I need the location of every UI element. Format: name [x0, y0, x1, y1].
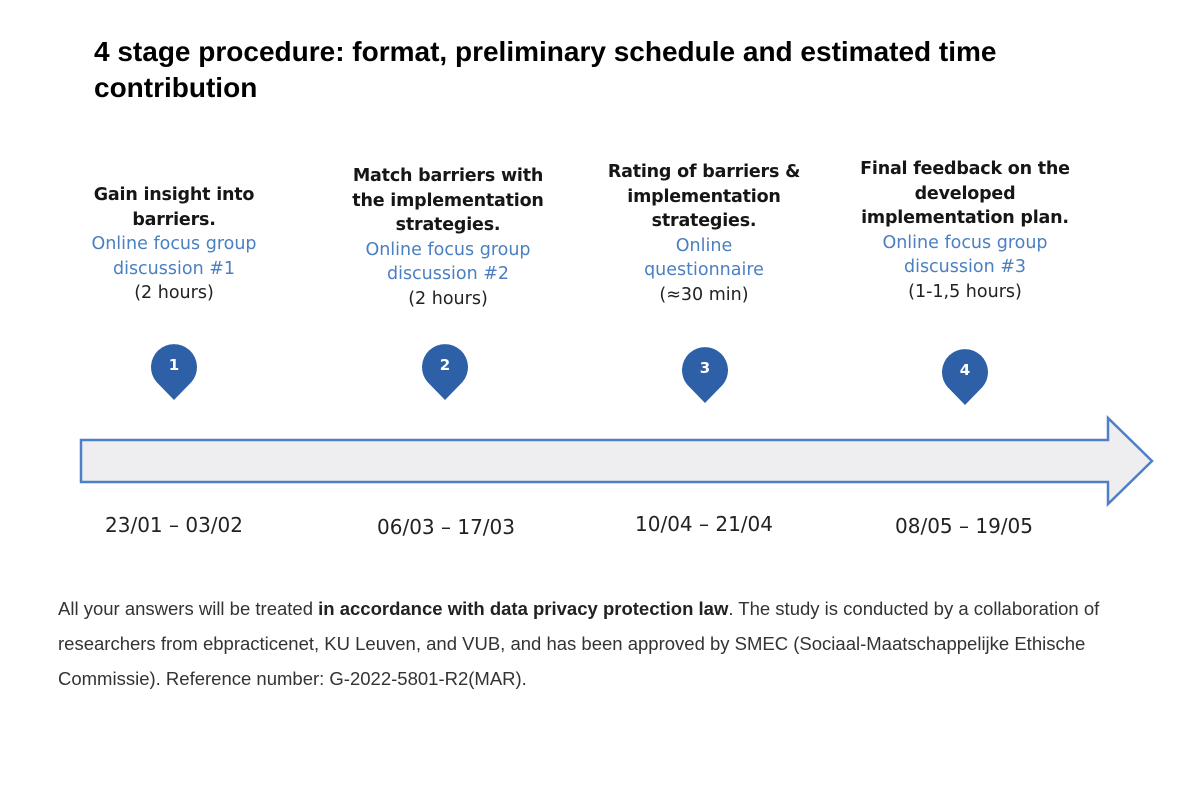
stage-2-method-line-1: Online focus group	[365, 239, 531, 260]
stage-2-method-line-2: discussion #2	[386, 264, 510, 284]
map-pin-icon	[151, 344, 197, 400]
stage-4-title-line-2: developed	[914, 183, 1016, 204]
stage-3-method-line-1: Online	[675, 235, 733, 256]
stage-3-dates: 10/04 – 21/04	[635, 512, 773, 536]
map-pin-icon	[422, 344, 468, 400]
stage-4-method-line-1: Online focus group	[882, 232, 1048, 253]
page-title: 4 stage procedure: format, preliminary s…	[94, 36, 997, 103]
stage-4-method-line-2: discussion #3	[903, 257, 1027, 277]
map-pin-icon	[942, 349, 988, 405]
stage-1-description: Gain insight into barriers. Online focus…	[74, 183, 274, 306]
stage-3-duration: (≈30 min)	[659, 284, 749, 305]
stage-3-method-line-2: questionnaire	[644, 260, 764, 280]
stage-4-marker: 4	[942, 348, 988, 406]
stage-1-method-line-1: Online focus group	[91, 234, 257, 254]
privacy-note-details: . The study is conducted by a collaborat…	[58, 598, 1100, 689]
stage-4-duration: (1-1,5 hours)	[908, 281, 1022, 302]
stage-2-title-line-2: the implementation	[352, 190, 544, 211]
stage-2-dates: 06/03 – 17/03	[377, 515, 515, 539]
stage-4-title-line-3: implementation plan.	[861, 208, 1069, 228]
timeline-arrow-shape	[79, 415, 1154, 507]
stage-3-number: 3	[699, 359, 711, 377]
stage-2-number: 2	[439, 356, 451, 374]
stage-3-title-line-1: Rating of barriers &	[607, 162, 801, 182]
stage-4-dates: 08/05 – 19/05	[895, 514, 1033, 538]
stage-3-marker: 3	[682, 346, 728, 404]
stage-3-title-line-2: implementation	[627, 186, 781, 207]
privacy-note-emphasis: in accordance with data privacy protecti…	[318, 598, 729, 619]
stage-3-title-line-3: strategies.	[651, 211, 757, 231]
privacy-note: All your answers will be treated in acco…	[58, 591, 1138, 696]
privacy-note-intro: All your answers will be treated	[58, 598, 319, 619]
map-pin-icon	[682, 347, 728, 403]
stage-2-title-line-1: Match barriers with	[352, 166, 544, 186]
stage-2-title-line-3: strategies.	[395, 215, 501, 235]
stage-1-marker: 1	[151, 343, 197, 401]
stage-4-title-line-1: Final feedback on the	[860, 159, 1070, 179]
stage-1-number: 1	[168, 356, 180, 374]
stage-1-method-line-2: discussion #1	[112, 258, 236, 279]
stage-2-description: Match barriers with the implementation s…	[338, 164, 558, 311]
stage-3-description: Rating of barriers & implementation stra…	[594, 160, 814, 307]
stage-1-dates: 23/01 – 03/02	[105, 513, 243, 537]
stage-4-description: Final feedback on the developed implemen…	[850, 157, 1080, 304]
stage-2-duration: (2 hours)	[408, 288, 488, 309]
stage-4-number: 4	[959, 361, 971, 379]
stage-2-marker: 2	[422, 343, 468, 401]
stage-1-duration: (2 hours)	[134, 283, 214, 303]
stage-1-title-line-2: barriers.	[132, 209, 216, 230]
stage-1-title-line-1: Gain insight into	[93, 185, 255, 205]
